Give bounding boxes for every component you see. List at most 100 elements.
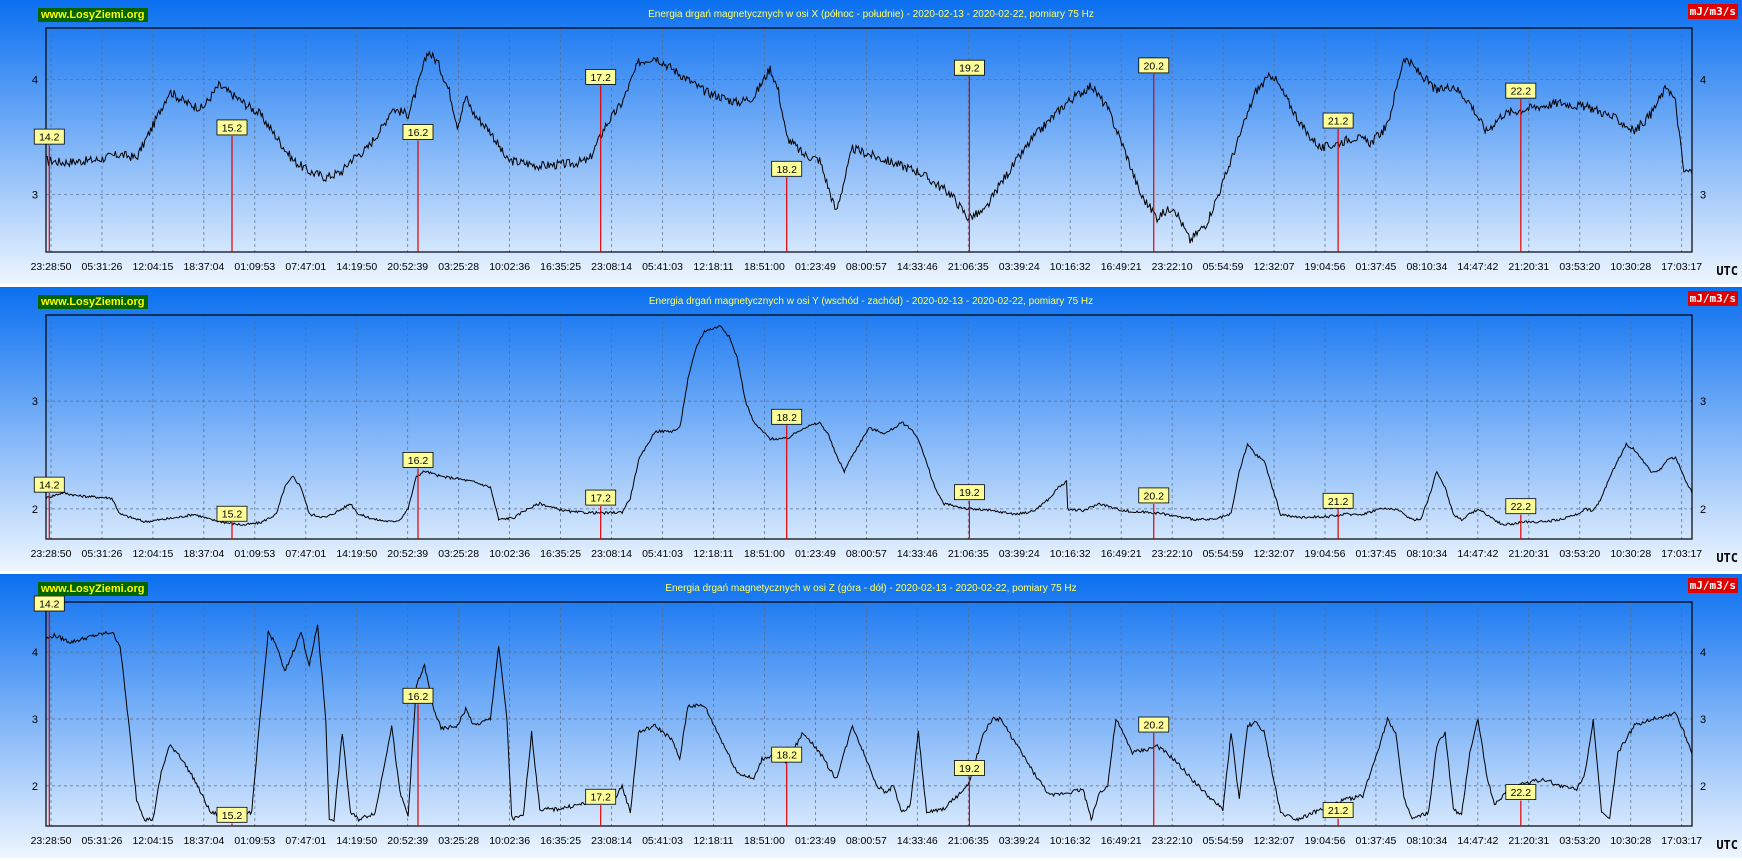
day-marker-box: [771, 160, 803, 177]
series-line: [45, 325, 1693, 526]
x-tick-label: 01:09:53: [234, 261, 275, 273]
day-marker-box: [1322, 112, 1354, 129]
day-marker-box: [33, 476, 65, 493]
y-tick-label: 3: [1700, 396, 1706, 408]
day-marker-label: 20.2: [1144, 720, 1165, 732]
x-tick-label: 10:02:36: [489, 548, 530, 560]
x-tick-label: 05:54:59: [1203, 835, 1244, 847]
day-marker-box: [1505, 498, 1537, 515]
day-marker-label: 18.2: [776, 164, 797, 176]
day-marker-box: [771, 408, 803, 425]
day-marker-box: [954, 484, 985, 501]
chart-panel-z: 23:28:50 05:31:26 12:04:15 18:37:04 01:09:53…: [0, 574, 1742, 858]
x-tick-label: 18:51:00: [744, 835, 785, 847]
x-tick-label: 08:00:57: [846, 548, 887, 560]
x-tick-label: 18:37:04: [183, 835, 224, 847]
day-marker-box: [216, 119, 248, 136]
x-tick-label: 18:51:00: [744, 261, 785, 273]
x-tick-label: 18:37:04: [183, 261, 224, 273]
unit-badge: mJ/m3/s: [1687, 291, 1738, 306]
day-marker-box: [585, 489, 617, 506]
x-tick-label: 23:28:50: [31, 548, 72, 560]
x-tick-label: 07:47:01: [285, 261, 326, 273]
x-tick-label: 14:47:42: [1457, 548, 1498, 560]
x-tick-label: 08:10:34: [1406, 261, 1447, 273]
x-tick-label: 12:32:07: [1254, 261, 1295, 273]
day-marker-label: 17.2: [590, 792, 611, 804]
x-tick-label: 14:47:42: [1457, 835, 1498, 847]
day-marker-label: 14.2: [39, 480, 60, 492]
chart-y: 23:28:50 05:31:26 12:04:15 18:37:04 01:09:53…: [0, 287, 1742, 571]
x-tick-label: 08:10:34: [1406, 548, 1447, 560]
y-tick-label: 2: [32, 781, 38, 793]
x-tick-label: 05:31:26: [82, 548, 123, 560]
y-tick-label: 2: [32, 504, 38, 516]
x-tick-label: 18:51:00: [744, 548, 785, 560]
x-tick-label: 14:19:50: [336, 548, 377, 560]
x-tick-label: 12:04:15: [132, 261, 173, 273]
day-marker-label: 21.2: [1328, 116, 1349, 128]
plot-frame: [45, 601, 1693, 827]
x-tick-label: 17:03:17: [1661, 835, 1702, 847]
x-tick-label: 03:53:20: [1559, 261, 1600, 273]
x-tick-label: 01:37:45: [1356, 835, 1397, 847]
x-tick-label: 23:08:14: [591, 548, 632, 560]
day-marker-box: [1505, 82, 1537, 99]
panel-separator: [0, 571, 1742, 574]
day-marker-label: 21.2: [1328, 496, 1349, 508]
x-tick-label: 08:10:34: [1406, 835, 1447, 847]
x-tick-label: 03:39:24: [999, 835, 1040, 847]
chart-background: [0, 0, 1742, 284]
day-marker-label: 22.2: [1511, 501, 1532, 513]
x-tick-label: 23:22:10: [1152, 261, 1193, 273]
x-tick-label: 23:08:14: [591, 835, 632, 847]
day-marker-label: 19.2: [959, 63, 980, 75]
x-tick-label: 05:54:59: [1203, 261, 1244, 273]
chart-panel-x: 23:28:50 05:31:26 12:04:15 18:37:04 01:09:53…: [0, 0, 1742, 284]
day-marker-label: 15.2: [222, 509, 243, 521]
x-tick-label: 03:25:28: [438, 261, 479, 273]
site-label: www.LosyZiemi.org: [38, 8, 148, 22]
day-marker-label: 14.2: [39, 132, 60, 144]
x-tick-label: 05:31:26: [82, 835, 123, 847]
x-tick-label: 20:52:39: [387, 261, 428, 273]
day-marker-label: 19.2: [959, 763, 980, 775]
x-tick-label: 10:30:28: [1610, 548, 1651, 560]
x-tick-label: 14:33:46: [897, 548, 938, 560]
x-tick-label: 21:20:31: [1508, 835, 1549, 847]
day-marker-label: 15.2: [222, 122, 243, 134]
x-tick-label: 18:37:04: [183, 548, 224, 560]
x-tick-label: 16:49:21: [1101, 548, 1142, 560]
x-tick-label: 23:22:10: [1152, 548, 1193, 560]
day-marker-box: [216, 505, 248, 522]
day-marker-label: 15.2: [222, 810, 243, 822]
day-marker-label: 14.2: [39, 599, 60, 611]
utc-label: UTC: [1716, 264, 1738, 278]
x-tick-label: 16:49:21: [1101, 261, 1142, 273]
day-marker-box: [1322, 802, 1354, 819]
x-tick-label: 16:35:25: [540, 261, 581, 273]
day-marker-box: [33, 128, 65, 145]
x-tick-label: 08:00:57: [846, 835, 887, 847]
x-tick-label: 16:35:25: [540, 548, 581, 560]
x-tick-label: 01:23:49: [795, 548, 836, 560]
y-tick-label: 4: [32, 647, 38, 659]
chart-background: [0, 574, 1742, 858]
x-tick-label: 01:09:53: [234, 835, 275, 847]
y-tick-label: 3: [1700, 714, 1706, 726]
x-tick-label: 01:23:49: [795, 835, 836, 847]
site-label: www.LosyZiemi.org: [38, 295, 148, 309]
chart-background: [0, 287, 1742, 571]
x-tick-label: 01:37:45: [1356, 261, 1397, 273]
chart-x: 23:28:50 05:31:26 12:04:15 18:37:04 01:09:53…: [0, 0, 1742, 284]
day-marker-label: 16.2: [408, 691, 429, 703]
day-marker-box: [585, 68, 617, 85]
x-tick-label: 10:16:32: [1050, 548, 1091, 560]
y-tick-label: 3: [32, 396, 38, 408]
day-marker-box: [216, 806, 248, 823]
utc-label: UTC: [1716, 838, 1738, 852]
utc-label: UTC: [1716, 551, 1738, 565]
x-tick-label: 08:00:57: [846, 261, 887, 273]
x-tick-label: 03:25:28: [438, 548, 479, 560]
series-line: [45, 624, 1693, 823]
